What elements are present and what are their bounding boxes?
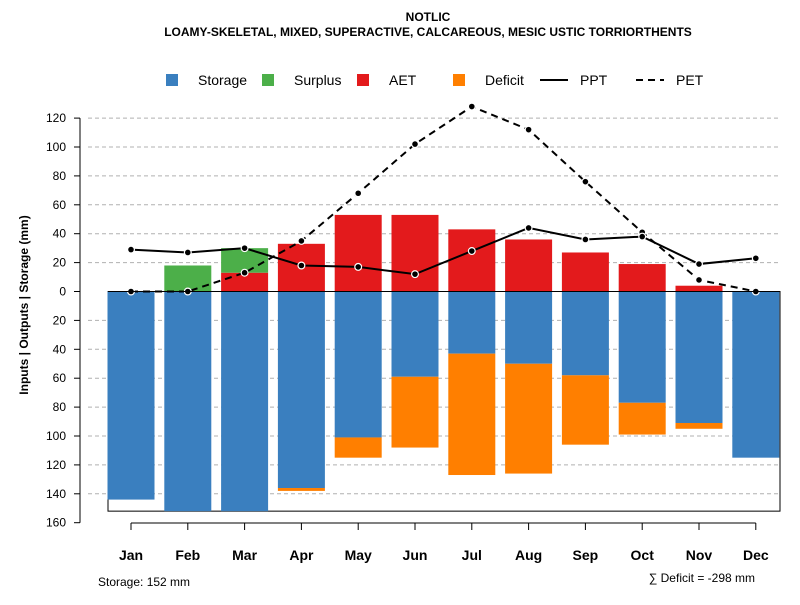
bars — [107, 214, 780, 512]
y-tick-label: 60 — [53, 198, 67, 212]
x-tick-label-nov: Nov — [686, 547, 713, 563]
legend-label-aet: AET — [389, 72, 417, 88]
y-tick-label: 80 — [53, 169, 67, 183]
storage-bar-feb — [164, 291, 212, 512]
aet-bar-jun — [391, 214, 439, 292]
legend-label-deficit: Deficit — [485, 72, 524, 88]
deficit-bar-nov — [675, 422, 723, 429]
y-tick-label: 40 — [53, 227, 67, 241]
ppt-line-point-jul — [467, 247, 476, 256]
y-tick-label: 100 — [46, 140, 66, 154]
pet-line-point-jul — [467, 102, 476, 111]
deficit-bar-jul — [448, 353, 496, 476]
y-tick-label: 100 — [46, 429, 66, 443]
footer-storage: Storage: 152 mm — [98, 575, 190, 589]
y-tick-label: 80 — [53, 400, 67, 414]
y-tick-label: 40 — [53, 342, 67, 356]
x-tick-label-dec: Dec — [743, 547, 769, 563]
storage-bar-aug — [505, 291, 553, 364]
storage-bar-oct — [618, 291, 666, 403]
deficit-bar-sep — [561, 375, 609, 445]
y-tick-label: 140 — [46, 487, 66, 501]
x-tick-label-mar: Mar — [232, 547, 257, 563]
aet-bar-sep — [561, 252, 609, 292]
footer-deficit: ∑ Deficit = -298 mm — [649, 571, 755, 585]
storage-bar-apr — [277, 291, 325, 489]
ppt-line-point-feb — [183, 248, 192, 257]
x-tick-label-jul: Jul — [462, 547, 482, 563]
pet-line-point-jun — [411, 140, 420, 149]
ppt-line-point-nov — [694, 260, 703, 269]
aet-bar-aug — [505, 239, 553, 292]
legend-label-storage: Storage — [198, 72, 247, 88]
aet-bar-may — [334, 214, 382, 292]
x-tick-label-jun: Jun — [403, 547, 428, 563]
ppt-line-point-dec — [751, 254, 760, 263]
ppt-line-point-jan — [126, 245, 135, 254]
legend-label-surplus: Surplus — [294, 72, 341, 88]
ppt-line-point-apr — [297, 261, 306, 270]
ppt-line-point-jun — [411, 270, 420, 279]
aet-bar-jul — [448, 229, 496, 292]
storage-bar-dec — [732, 291, 780, 458]
ppt-line-point-mar — [240, 244, 249, 253]
storage-bar-may — [334, 291, 382, 438]
legend: Storage Surplus AET Deficit PPT PET — [166, 72, 704, 88]
ppt-line-point-oct — [638, 232, 647, 241]
y-tick-label: 120 — [46, 458, 66, 472]
x-tick-label-sep: Sep — [573, 547, 599, 563]
pet-line-point-may — [354, 189, 363, 198]
series-lines — [126, 102, 760, 296]
x-tick-label-aug: Aug — [515, 547, 542, 563]
aet-bar-nov — [675, 285, 723, 292]
pet-line-point-nov — [694, 275, 703, 284]
legend-swatch-storage — [166, 74, 178, 86]
ppt-line-point-may — [354, 262, 363, 271]
x-tick-label-apr: Apr — [289, 547, 314, 563]
deficit-bar-oct — [618, 402, 666, 435]
storage-bar-jan — [107, 291, 155, 500]
storage-bar-sep — [561, 291, 609, 376]
x-tick-label-oct: Oct — [631, 547, 655, 563]
y-tick-label: 120 — [46, 111, 66, 125]
ppt-line-point-sep — [581, 235, 590, 244]
aet-bar-mar — [221, 272, 269, 292]
y-tick-label: 20 — [53, 256, 67, 270]
pet-line-point-mar — [240, 268, 249, 277]
pet-line-point-apr — [297, 236, 306, 245]
legend-swatch-aet — [357, 74, 369, 86]
x-tick-label-feb: Feb — [175, 547, 200, 563]
storage-bar-mar — [221, 291, 269, 512]
deficit-bar-apr — [277, 488, 325, 491]
y-tick-label: 20 — [53, 313, 67, 327]
storage-bar-jul — [448, 291, 496, 354]
chart-title: NOTLIC — [406, 10, 451, 24]
pet-line-point-aug — [524, 125, 533, 134]
y-tick-label: 60 — [53, 371, 67, 385]
storage-bar-jun — [391, 291, 439, 377]
ppt-line — [130, 226, 756, 276]
chart-subtitle: LOAMY-SKELETAL, MIXED, SUPERACTIVE, CALC… — [164, 25, 692, 39]
storage-bar-nov — [675, 291, 723, 423]
ppt-line-point-aug — [524, 223, 533, 232]
y-tick-label: 160 — [46, 516, 66, 530]
y-axis-label: Inputs | Outputs | Storage (mm) — [17, 215, 31, 394]
deficit-bar-jun — [391, 376, 439, 448]
deficit-bar-aug — [505, 363, 553, 474]
legend-swatch-deficit — [453, 74, 465, 86]
x-tick-label-jan: Jan — [119, 547, 143, 563]
axes: 160 140 120 100 80 60 40 20 0 20 40 60 80 100 120 Jan Fe… — [46, 111, 780, 563]
legend-label-ppt: PPT — [580, 72, 608, 88]
x-tick-label-may: May — [345, 547, 372, 563]
legend-swatch-surplus — [262, 74, 274, 86]
legend-label-pet: PET — [676, 72, 704, 88]
deficit-bar-may — [334, 437, 382, 458]
aet-bar-oct — [618, 264, 666, 292]
pet-line-point-sep — [581, 177, 590, 186]
y-tick-label: 0 — [59, 285, 66, 299]
